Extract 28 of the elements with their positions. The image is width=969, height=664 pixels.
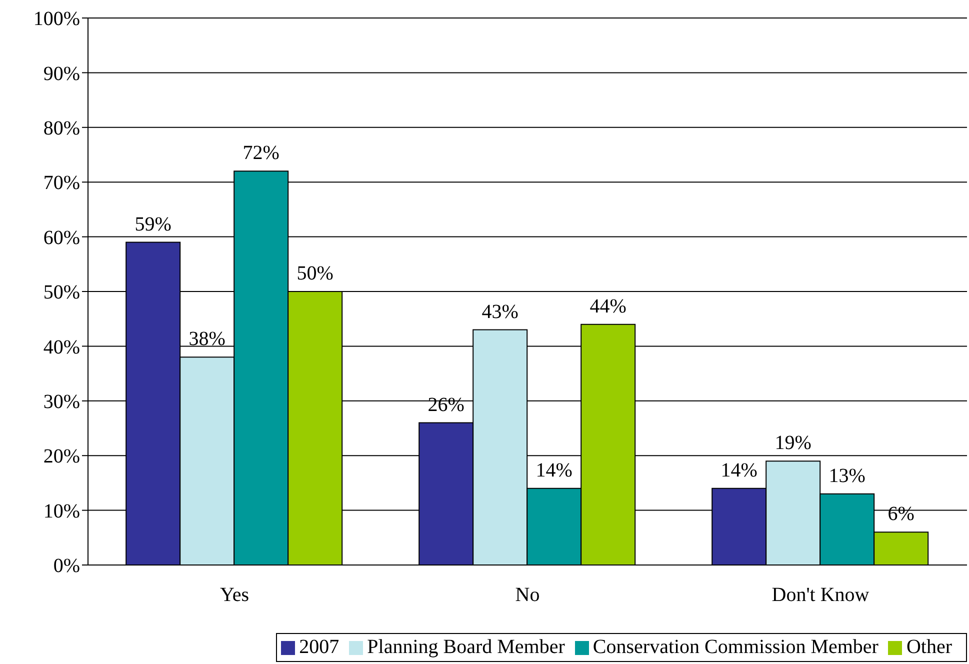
y-tick-label: 60% [43,226,80,249]
x-tick-label: Don't Know [772,584,870,606]
y-tick-label: 50% [43,282,80,304]
data-label: 50% [296,262,334,284]
data-label: 44% [590,295,626,318]
data-label: 59% [134,213,172,236]
data-label: 13% [828,464,866,487]
data-label: 72% [242,142,280,164]
data-label: 14% [536,459,572,482]
x-tick-label: No [515,584,540,606]
x-tick-label: Yes [220,584,250,606]
data-label: 14% [720,459,758,482]
legend-label: Conservation Commission Member [592,636,878,658]
y-tick-label: 20% [43,446,80,468]
data-label: 19% [774,432,812,454]
y-tick-label: 10% [43,500,80,522]
legend-label: 2007 [299,636,340,658]
y-tick-label: 30% [43,391,80,413]
y-tick-label: 70% [43,172,80,194]
data-label: 38% [188,328,226,350]
legend-label: Planning Board Member [367,636,565,658]
data-label: 43% [482,300,518,323]
y-tick-label: 80% [43,118,80,140]
y-tick-label: 40% [43,336,80,358]
y-tick-label: 90% [43,62,80,85]
legend-label: Other [906,636,952,658]
y-tick-label: 100% [33,8,80,30]
y-tick-label: 0% [53,555,80,578]
